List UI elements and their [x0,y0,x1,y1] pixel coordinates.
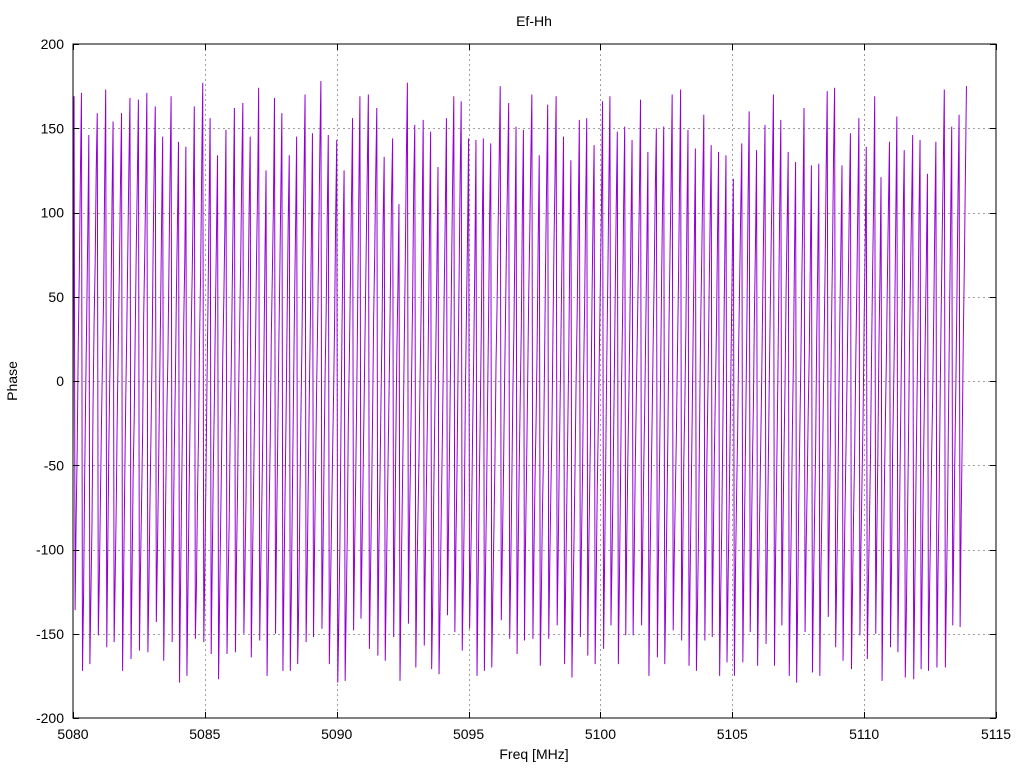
x-tick-label: 5090 [321,726,352,742]
x-tick-label: 5095 [453,726,484,742]
y-tick-label: -50 [44,457,64,473]
y-tick-label: -100 [36,542,64,558]
x-axis-label: Freq [MHz] [499,746,568,762]
y-tick-label: -200 [36,710,64,726]
phase-series-line [72,81,967,683]
x-tick-label: 5105 [717,726,748,742]
y-axis-label: Phase [4,361,20,401]
x-tick-label: 5110 [849,726,879,742]
y-tick-label: 150 [41,120,65,136]
y-tick-label: 0 [56,373,64,389]
chart-title: Ef-Hh [516,13,552,29]
x-tick-label: 5100 [585,726,616,742]
x-tick-label: 5080 [57,726,88,742]
series-layer [72,81,967,683]
y-tick-label: 200 [41,36,65,52]
x-tick-label: 5085 [189,726,220,742]
x-tick-label: 5115 [981,726,1011,742]
y-tick-label: 50 [48,289,64,305]
y-tick-label: 100 [41,205,65,221]
axis-ticks: 5080 5085 5090 5095 5100 5105 5110 5115 -200 -150… [36,36,1011,742]
y-tick-label: -150 [36,626,64,642]
